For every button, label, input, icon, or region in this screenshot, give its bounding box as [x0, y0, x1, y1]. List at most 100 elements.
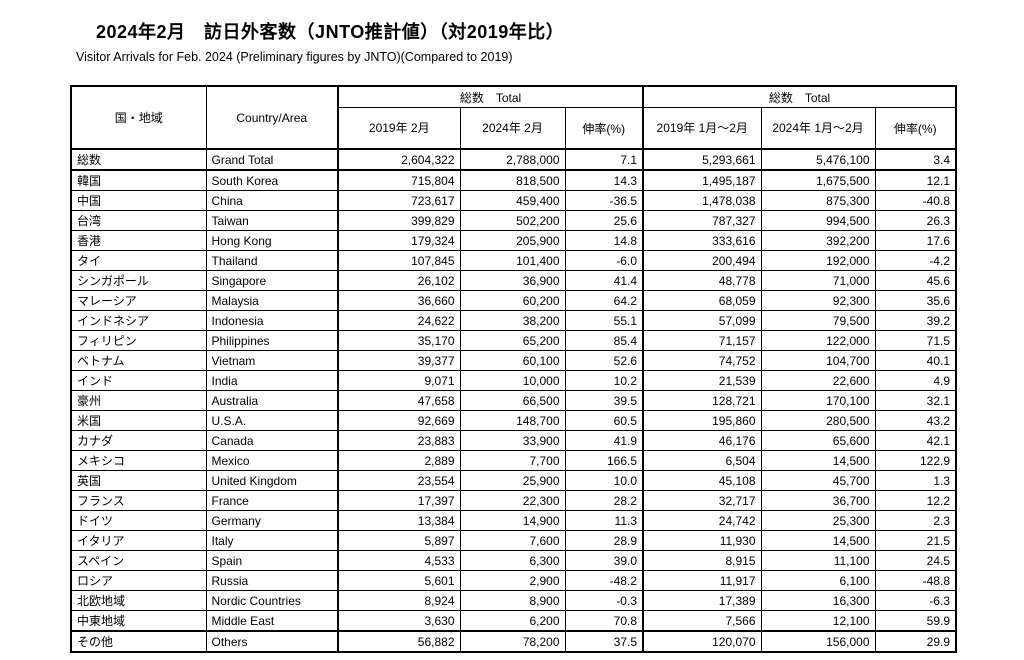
- country-jp: 北欧地域: [70, 590, 207, 611]
- value-2019-feb: 4,533: [337, 550, 461, 571]
- growth-janfeb: -40.8: [874, 190, 957, 211]
- growth-feb: -0.3: [564, 590, 644, 611]
- value-2019-janfeb: 8,915: [642, 550, 762, 571]
- value-2019-feb: 26,102: [337, 270, 461, 291]
- value-2024-janfeb: 170,100: [760, 390, 876, 411]
- growth-feb: 10.2: [564, 370, 644, 391]
- value-2024-feb: 65,200: [459, 330, 566, 351]
- value-2024-feb: 78,200: [459, 630, 566, 653]
- value-2019-janfeb: 71,157: [642, 330, 762, 351]
- growth-feb: 11.3: [564, 510, 644, 531]
- value-2024-janfeb: 36,700: [760, 490, 876, 511]
- header-country-en: Country/Area: [205, 85, 339, 150]
- value-2024-janfeb: 1,675,500: [760, 169, 876, 191]
- value-2024-janfeb: 92,300: [760, 290, 876, 311]
- growth-janfeb: 122.9: [874, 450, 957, 471]
- value-2019-feb: 47,658: [337, 390, 461, 411]
- value-2019-feb: 36,660: [337, 290, 461, 311]
- growth-janfeb: 43.2: [874, 410, 957, 431]
- table-row: 英国 United Kingdom 23,554 25,900 10.0 45,108 45…: [70, 470, 957, 491]
- value-2019-feb: 92,669: [337, 410, 461, 431]
- value-2024-janfeb: 25,300: [760, 510, 876, 531]
- growth-janfeb: 71.5: [874, 330, 957, 351]
- country-jp: カナダ: [70, 430, 207, 451]
- growth-janfeb: 32.1: [874, 390, 957, 411]
- header-year-row: 2019年 2月 2024年 2月 伸率(%) 2019年 1月～2月 2024…: [71, 107, 957, 150]
- country-jp: 中国: [70, 190, 207, 211]
- growth-feb: 37.5: [564, 630, 644, 653]
- growth-janfeb: 1.3: [874, 470, 957, 491]
- country-jp: インド: [70, 370, 207, 391]
- growth-feb: 55.1: [564, 310, 644, 331]
- country-en: France: [205, 490, 339, 511]
- value-2019-feb: 3,630: [337, 610, 461, 632]
- country-jp: 中東地域: [70, 610, 207, 632]
- growth-janfeb: 12.2: [874, 490, 957, 511]
- growth-feb: -48.2: [564, 570, 644, 591]
- table-row: インド India 9,071 10,000 10.2 21,539 22,600 4.9: [70, 370, 957, 391]
- growth-janfeb: 26.3: [874, 210, 957, 231]
- country-en: Thailand: [205, 250, 339, 271]
- value-2019-feb: 5,601: [337, 570, 461, 591]
- value-2019-feb: 9,071: [337, 370, 461, 391]
- value-2019-feb: 723,617: [337, 190, 461, 211]
- table-row: メキシコ Mexico 2,889 7,700 166.5 6,504 14,500 122.…: [70, 450, 957, 471]
- country-jp: 香港: [70, 230, 207, 251]
- growth-feb: 28.9: [564, 530, 644, 551]
- header-growth-feb: 伸率(%): [564, 107, 644, 150]
- country-jp: ベトナム: [70, 350, 207, 371]
- table-row: 香港 Hong Kong 179,324 205,900 14.8 333,616 392,…: [70, 230, 957, 251]
- country-jp: マレーシア: [70, 290, 207, 311]
- country-jp: 米国: [70, 410, 207, 431]
- country-en: Spain: [205, 550, 339, 571]
- value-2024-janfeb: 280,500: [760, 410, 876, 431]
- country-jp: シンガポール: [70, 270, 207, 291]
- value-2019-feb: 23,883: [337, 430, 461, 451]
- value-2024-feb: 36,900: [459, 270, 566, 291]
- value-2019-janfeb: 46,176: [642, 430, 762, 451]
- table-row: 中東地域 Middle East 3,630 6,200 70.8 7,566 12,100…: [70, 610, 957, 632]
- value-2019-janfeb: 7,566: [642, 610, 762, 632]
- table-body: 総数 Grand Total 2,604,322 2,788,000 7.1 5,293,…: [70, 148, 957, 653]
- growth-feb: 7.1: [564, 148, 644, 171]
- growth-janfeb: 3.4: [874, 148, 957, 171]
- growth-janfeb: 2.3: [874, 510, 957, 531]
- value-2024-feb: 25,900: [459, 470, 566, 491]
- table-row: マレーシア Malaysia 36,660 60,200 64.2 68,059 92,30…: [70, 290, 957, 311]
- value-2024-janfeb: 994,500: [760, 210, 876, 231]
- visitor-arrivals-table: 国・地域 Country/Area 総数 Total 総数 Total 2019…: [70, 85, 957, 653]
- value-2019-janfeb: 57,099: [642, 310, 762, 331]
- value-2024-janfeb: 122,000: [760, 330, 876, 351]
- country-jp: 豪州: [70, 390, 207, 411]
- value-2024-feb: 60,100: [459, 350, 566, 371]
- growth-janfeb: 39.2: [874, 310, 957, 331]
- country-jp: メキシコ: [70, 450, 207, 471]
- value-2024-feb: 8,900: [459, 590, 566, 611]
- table-row: タイ Thailand 107,845 101,400 -6.0 200,494 192,0…: [70, 250, 957, 271]
- value-2019-feb: 2,889: [337, 450, 461, 471]
- table-row: 豪州 Australia 47,658 66,500 39.5 128,721 170,10…: [70, 390, 957, 411]
- growth-feb: 70.8: [564, 610, 644, 632]
- growth-janfeb: 24.5: [874, 550, 957, 571]
- value-2024-feb: 22,300: [459, 490, 566, 511]
- country-en: Grand Total: [205, 148, 339, 171]
- country-jp: 韓国: [70, 169, 207, 191]
- value-2019-feb: 35,170: [337, 330, 461, 351]
- value-2024-feb: 7,700: [459, 450, 566, 471]
- table-row: 総数 Grand Total 2,604,322 2,788,000 7.1 5,293,…: [70, 148, 957, 171]
- value-2019-janfeb: 6,504: [642, 450, 762, 471]
- header-growth-janfeb: 伸率(%): [874, 107, 957, 150]
- growth-janfeb: 4.9: [874, 370, 957, 391]
- value-2024-feb: 101,400: [459, 250, 566, 271]
- value-2024-janfeb: 14,500: [760, 530, 876, 551]
- growth-janfeb: 40.1: [874, 350, 957, 371]
- table-row: イタリア Italy 5,897 7,600 28.9 11,930 14,500 21.5: [70, 530, 957, 551]
- value-2019-janfeb: 11,930: [642, 530, 762, 551]
- page-title: 2024年2月 訪日外客数（JNTO推計値）（対2019年比）: [96, 22, 565, 42]
- value-2024-janfeb: 875,300: [760, 190, 876, 211]
- page-subtitle: Visitor Arrivals for Feb. 2024 (Prelimin…: [76, 50, 513, 64]
- value-2019-feb: 8,924: [337, 590, 461, 611]
- value-2024-janfeb: 12,100: [760, 610, 876, 632]
- growth-janfeb: 59.9: [874, 610, 957, 632]
- country-en: Germany: [205, 510, 339, 531]
